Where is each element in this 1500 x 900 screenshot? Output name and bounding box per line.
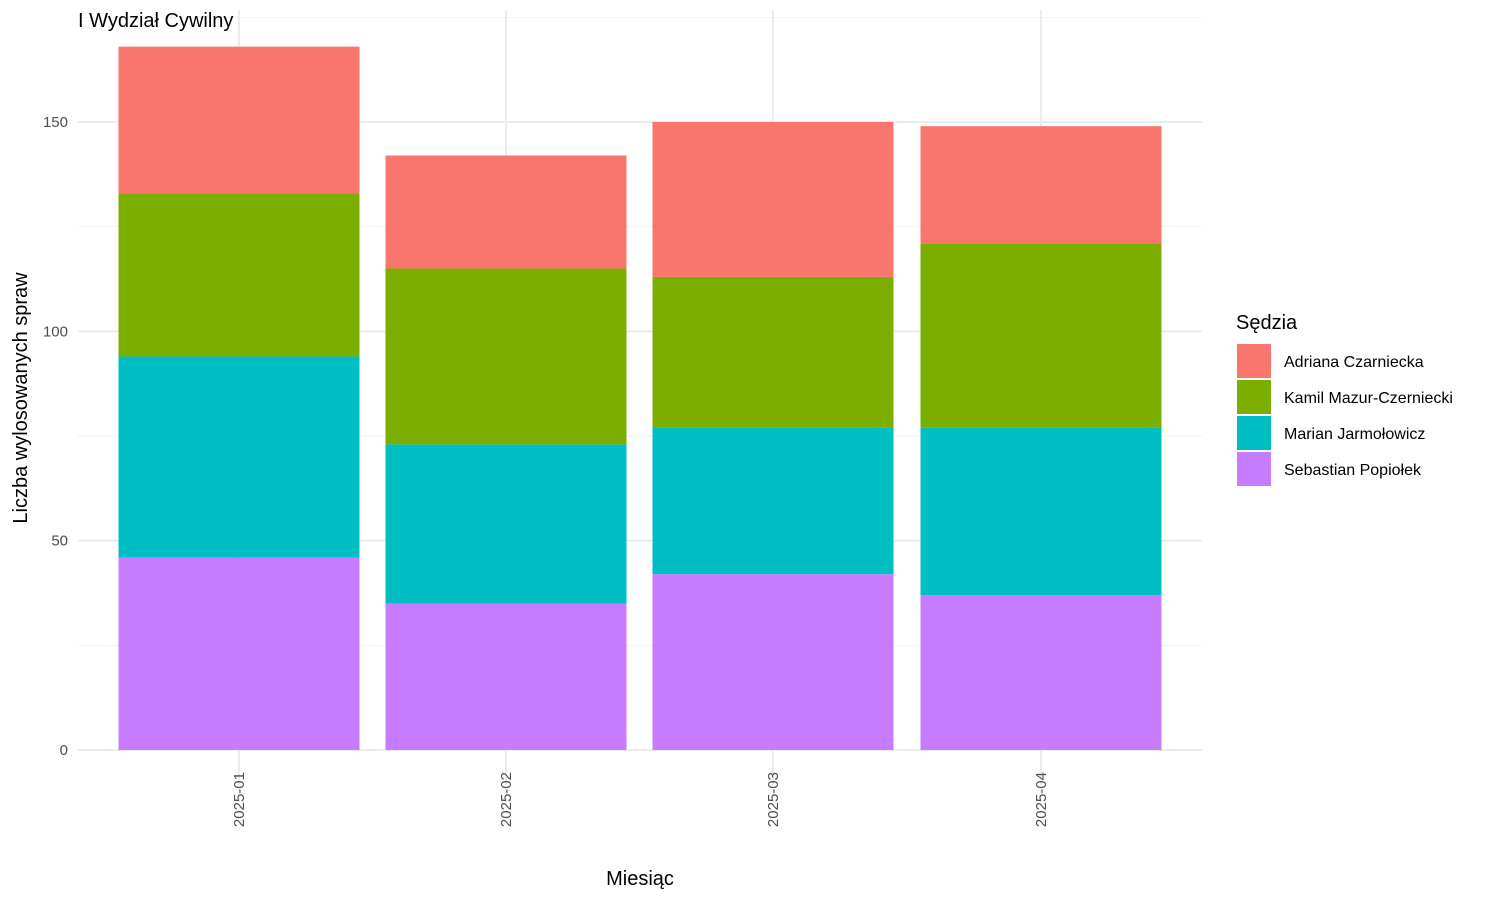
legend-key (1237, 380, 1271, 414)
y-tick-label: 0 (60, 742, 68, 759)
legend-label: Marian Jarmołowicz (1284, 426, 1425, 443)
bar-segment (118, 356, 360, 558)
x-tick-label: 2025-03 (765, 772, 782, 827)
bar-segment (652, 122, 894, 277)
legend-key (1237, 416, 1271, 450)
y-tick-label: 50 (51, 533, 68, 550)
chart-title: I Wydział Cywilny (78, 10, 233, 32)
x-tick-label: 2025-02 (498, 772, 515, 827)
legend-label: Adriana Czarniecka (1284, 354, 1424, 371)
x-tick-label: 2025-01 (231, 772, 248, 827)
legend-label: Kamil Mazur-Czerniecki (1284, 390, 1453, 407)
bar-segment (385, 444, 627, 604)
y-axis-ticks: 0 50 100 150 (43, 114, 68, 759)
legend: Sędzia Adriana Czarniecka Kamil Mazur-Cze… (1236, 312, 1453, 486)
bar-segment (920, 126, 1162, 244)
bar-segment (118, 193, 360, 357)
bar-segment (920, 595, 1162, 750)
bar-segment (652, 574, 894, 750)
bar-segment (920, 243, 1162, 428)
bars (118, 46, 1162, 750)
bar-segment (652, 427, 894, 575)
bar-segment (385, 268, 627, 445)
legend-title: Sędzia (1236, 312, 1298, 334)
y-axis-title: Liczba wylosowanych spraw (10, 272, 32, 524)
bar-segment (652, 276, 894, 428)
x-axis-title: Miesiąc (606, 868, 674, 890)
bar-segment (118, 557, 360, 750)
y-tick-label: 100 (43, 323, 68, 340)
bar-segment (920, 427, 1162, 596)
legend-key (1237, 344, 1271, 378)
x-axis-ticks: 2025-01 2025-02 2025-03 2025-04 (231, 772, 1050, 827)
x-tick-label: 2025-04 (1033, 772, 1050, 827)
legend-label: Sebastian Popiołek (1284, 462, 1422, 479)
bar-segment (118, 46, 360, 194)
y-tick-label: 150 (43, 114, 68, 131)
bar-segment (385, 603, 627, 750)
legend-key (1237, 452, 1271, 486)
bar-segment (385, 155, 627, 269)
